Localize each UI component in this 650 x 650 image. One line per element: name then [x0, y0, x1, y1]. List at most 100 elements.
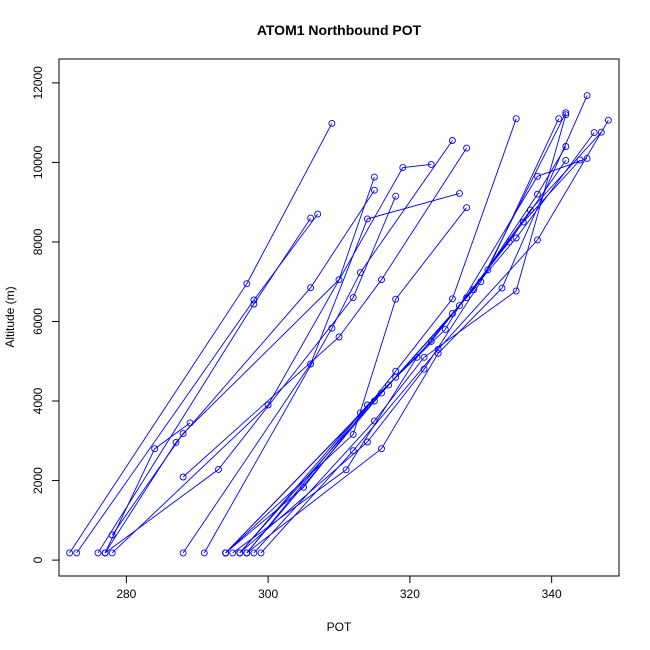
data-point — [392, 373, 400, 381]
profile-line — [104, 189, 375, 554]
data-point — [179, 473, 187, 481]
data-point — [378, 445, 385, 453]
data-point — [463, 144, 471, 152]
profile-line — [76, 213, 319, 554]
data-point — [448, 295, 456, 303]
data-point — [456, 302, 463, 310]
profile-line — [203, 140, 453, 554]
data-point — [534, 236, 541, 244]
data-point — [349, 294, 357, 302]
y-tick-label: 8000 — [31, 228, 45, 255]
data-point — [108, 549, 116, 557]
data-point — [583, 154, 591, 162]
chart-title: ATOM1 Northbound POT — [257, 22, 422, 38]
data-point — [378, 276, 385, 284]
y-tick-label: 0 — [31, 556, 45, 563]
data-point — [463, 204, 471, 212]
data-point — [385, 381, 393, 389]
y-tick-label: 12000 — [31, 66, 45, 100]
data-point — [200, 549, 208, 557]
y-tick-label: 4000 — [31, 387, 45, 414]
data-point — [264, 401, 272, 409]
data-point — [94, 549, 102, 557]
data-point — [590, 129, 598, 137]
data-point — [257, 549, 265, 557]
x-axis: 280 300 320 340 — [116, 575, 562, 601]
data-point — [512, 115, 520, 123]
data-point — [420, 353, 428, 361]
data-point — [456, 189, 463, 197]
data-point — [328, 119, 336, 127]
data-point — [370, 186, 378, 194]
data-point — [179, 430, 187, 438]
data-point — [463, 294, 471, 302]
profile-line — [225, 146, 567, 554]
x-tick-label: 300 — [258, 587, 278, 601]
data-point — [512, 287, 520, 295]
profile-line — [104, 196, 397, 554]
y-axis: 0 2000 4000 6000 8000 10000 12000 — [31, 66, 60, 563]
data-point — [172, 438, 180, 446]
profile-line — [239, 160, 567, 554]
profile-line — [111, 163, 432, 554]
data-point — [307, 214, 315, 222]
data-point — [243, 280, 251, 288]
data-point — [222, 549, 230, 557]
data-point — [101, 549, 109, 557]
data-point — [448, 137, 456, 144]
data-point — [66, 549, 74, 557]
data-point — [498, 284, 506, 292]
data-point — [534, 172, 541, 180]
data-point — [363, 438, 371, 446]
data-point — [215, 465, 222, 473]
data-point — [441, 325, 449, 333]
x-tick-label: 340 — [542, 587, 562, 601]
data-point — [342, 466, 350, 474]
y-tick-label: 6000 — [31, 308, 45, 335]
profile-line — [225, 207, 467, 554]
y-tick-label: 2000 — [31, 467, 45, 494]
profile-line — [104, 422, 191, 554]
data-point — [555, 115, 563, 123]
data-point — [250, 549, 258, 557]
data-point — [335, 276, 343, 284]
data-point — [392, 295, 400, 303]
data-point — [370, 173, 378, 181]
series-profiles — [66, 92, 612, 557]
x-tick-label: 320 — [400, 587, 420, 601]
data-point — [314, 210, 322, 218]
data-point — [370, 417, 378, 425]
data-point — [229, 549, 237, 557]
y-tick-label: 10000 — [31, 145, 45, 179]
y-axis-label: Altitude (m) — [3, 286, 17, 347]
data-point — [243, 549, 251, 557]
data-point — [470, 286, 478, 294]
data-point — [356, 269, 364, 277]
data-point — [328, 324, 336, 332]
data-point — [307, 284, 315, 292]
data-point — [448, 310, 456, 317]
data-point — [370, 397, 378, 405]
data-point — [363, 215, 371, 223]
data-point — [434, 345, 442, 353]
data-point — [562, 111, 570, 119]
data-point — [597, 128, 605, 136]
data-point — [179, 549, 187, 557]
data-point — [307, 360, 315, 368]
profile-line — [182, 147, 467, 478]
data-point — [576, 156, 584, 164]
profile-line — [239, 112, 567, 554]
x-tick-label: 280 — [116, 587, 136, 601]
data-point — [562, 156, 570, 164]
data-point — [349, 430, 357, 438]
data-point — [349, 447, 357, 455]
data-point — [151, 445, 159, 453]
data-point — [236, 549, 244, 557]
data-point — [604, 116, 612, 124]
data-point — [250, 300, 258, 308]
data-point — [427, 160, 435, 168]
data-point — [73, 549, 81, 557]
profile-line — [69, 123, 333, 554]
